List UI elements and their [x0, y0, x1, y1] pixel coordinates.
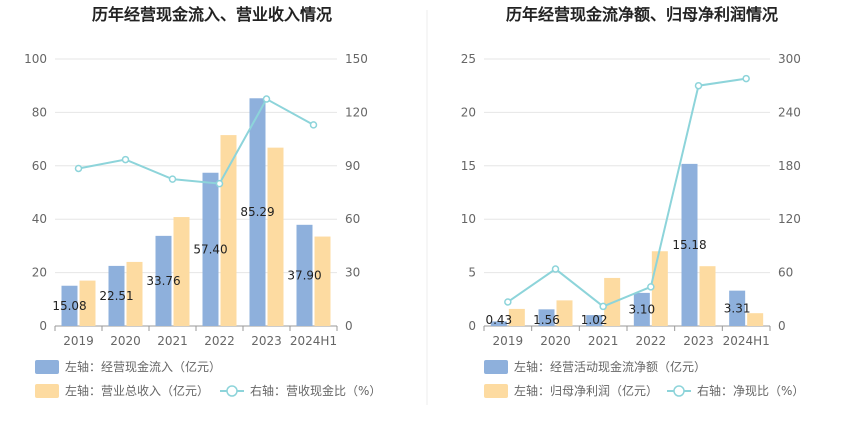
chart1-bar-secondary — [267, 147, 284, 326]
chart1-ratio-point — [168, 175, 177, 183]
chart2-ratio-point — [742, 74, 750, 83]
chart2-x-tick-label: 2023 — [683, 334, 714, 348]
chart1-left-tick-label: 60 — [32, 159, 47, 173]
chart2-left-tick-label: 25 — [461, 52, 476, 66]
chart2-bar-primary — [538, 309, 555, 326]
chart1-left-tick-label: 0 — [39, 319, 47, 333]
chart2-bar-secondary — [556, 300, 573, 326]
chart2-ratio-point — [694, 81, 703, 90]
chart1-left-tick-label: 40 — [32, 212, 47, 226]
chart2-data-label: 1.56 — [533, 313, 560, 327]
chart2-data-label: 15.18 — [672, 238, 706, 252]
chart1-right-tick-label: 0 — [345, 319, 353, 333]
chart1-data-label: 22.51 — [99, 289, 133, 303]
chart1-right-tick-label: 30 — [345, 266, 360, 280]
chart1-bar-secondary — [220, 135, 237, 326]
chart2-left-tick-label: 20 — [461, 105, 476, 119]
chart1-legend-label: 左轴：经营现金流入（亿元） — [65, 359, 221, 374]
chart1-legend-line-marker — [226, 385, 238, 397]
chart1-right-tick-label: 60 — [345, 212, 360, 226]
chart2-ratio-line — [507, 77, 747, 308]
chart2-bar-secondary — [699, 266, 716, 326]
chart2-legend-swatch — [484, 360, 508, 374]
chart2-x-tick-label: 2021 — [588, 334, 619, 348]
chart2-right-tick-label: 60 — [778, 266, 793, 280]
chart2-title: 历年经营现金流净额、归母净利润情况 — [506, 5, 778, 24]
chart2-bar-primary — [681, 163, 698, 326]
chart1-bar-primary — [202, 172, 219, 326]
chart2-legend-line-marker — [673, 385, 685, 397]
chart2-legend-label: 左轴：归母净利润（亿元） — [514, 383, 658, 398]
chart2-data-label: 1.02 — [581, 313, 608, 327]
chart2-bar-secondary — [747, 313, 764, 326]
chart1-ratio-point — [74, 164, 83, 173]
chart1-data-label: 57.40 — [193, 242, 227, 256]
chart1-x-tick-label: 2023 — [251, 334, 282, 348]
chart2-data-label: 0.43 — [485, 313, 512, 327]
chart2-right-tick-label: 180 — [778, 159, 801, 173]
chart1-legend-swatch — [35, 360, 59, 374]
chart1-x-tick-label: 2021 — [157, 334, 188, 348]
chart1-ratio-point — [215, 179, 224, 188]
chart2-legend-swatch — [484, 384, 508, 398]
chart1-bar-secondary — [173, 217, 190, 326]
chart1-bar-primary — [61, 285, 78, 326]
chart1-x-tick-label: 2020 — [110, 334, 141, 348]
chart1-data-label: 33.76 — [146, 274, 180, 288]
chart2-x-tick-label: 2022 — [636, 334, 667, 348]
chart2-x-tick-label: 2024H1 — [723, 334, 770, 348]
chart1-bar-primary — [296, 224, 313, 326]
chart2-x-tick-label: 2019 — [493, 334, 524, 348]
chart2-ratio-point — [504, 298, 512, 306]
chart1-ratio-point — [262, 95, 271, 103]
chart2-legend-label: 右轴：净现比（%） — [697, 383, 804, 398]
chart1-right-tick-label: 150 — [345, 52, 368, 66]
chart2-ratio-point — [551, 265, 560, 273]
chart2-right-tick-label: 0 — [778, 319, 786, 333]
chart1-data-label: 15.08 — [52, 299, 86, 313]
chart1-left-tick-label: 100 — [24, 52, 47, 66]
chart2-bar-primary — [586, 315, 603, 326]
chart2-bar-primary — [633, 292, 650, 326]
chart2-data-label: 3.31 — [724, 301, 751, 315]
chart1-left-tick-label: 80 — [32, 105, 47, 119]
chart1-bar-primary — [155, 235, 172, 326]
chart2-right-tick-label: 300 — [778, 52, 801, 66]
chart1-bar-secondary — [126, 261, 143, 326]
chart2-left-tick-label: 10 — [461, 212, 476, 226]
chart2-left-tick-label: 5 — [468, 266, 476, 280]
chart2-legend-label: 左轴：经营活动现金流净额（亿元） — [514, 359, 706, 374]
chart2-bar-secondary — [508, 308, 525, 326]
chart1-ratio-line — [78, 97, 314, 185]
chart1-legend-swatch — [35, 384, 59, 398]
chart2-data-label: 3.10 — [628, 302, 655, 316]
chart1-right-tick-label: 120 — [345, 105, 368, 119]
chart2-x-tick-label: 2020 — [540, 334, 571, 348]
chart1-x-tick-label: 2019 — [63, 334, 94, 348]
chart1-bar-primary — [249, 98, 266, 327]
chart1-bar-secondary — [79, 280, 96, 326]
chart1-ratio-point — [309, 121, 318, 129]
chart2-bar-primary — [729, 290, 746, 326]
chart1-x-tick-label: 2024H1 — [290, 334, 337, 348]
chart2-right-tick-label: 120 — [778, 212, 801, 226]
chart1-legend-label: 右轴：营收现金比（%） — [250, 383, 381, 398]
chart1-title: 历年经营现金流入、营业收入情况 — [92, 5, 332, 24]
chart1-bar-secondary — [314, 236, 331, 326]
chart1-bar-primary — [108, 265, 125, 326]
chart2-right-tick-label: 240 — [778, 105, 801, 119]
chart2-left-tick-label: 0 — [468, 319, 476, 333]
chart2-left-tick-label: 15 — [461, 159, 476, 173]
chart2-ratio-point — [599, 302, 607, 311]
chart1-data-label: 85.29 — [240, 205, 274, 219]
chart1-left-tick-label: 20 — [32, 266, 47, 280]
chart2-ratio-point — [647, 283, 655, 291]
chart1-right-tick-label: 90 — [345, 159, 360, 173]
chart1-data-label: 37.90 — [287, 268, 321, 282]
chart2-bar-primary — [490, 321, 507, 326]
chart1-ratio-point — [121, 155, 130, 164]
chart1-legend-label: 左轴：营业总收入（亿元） — [65, 383, 209, 398]
chart1-x-tick-label: 2022 — [204, 334, 235, 348]
